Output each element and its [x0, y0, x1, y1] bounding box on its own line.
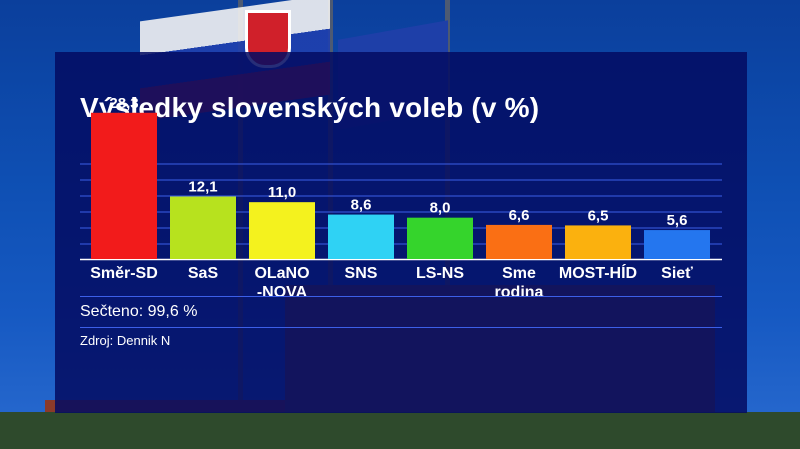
separator-line [80, 296, 722, 297]
bar [328, 214, 394, 259]
bar-value-label: 8,6 [351, 197, 372, 214]
category-label: Směr-SD [90, 265, 158, 282]
bar [249, 202, 315, 259]
bar [644, 230, 710, 259]
category-label: SaS [188, 265, 219, 282]
category-label: Sieť [661, 265, 693, 282]
bar-value-label: 6,6 [509, 207, 530, 224]
source-label: Zdroj: Dennik N [80, 333, 171, 348]
bar-value-label: 28,3 [109, 95, 138, 112]
bar-value-label: 8,0 [430, 200, 451, 217]
bar [407, 217, 473, 259]
bar-value-label: 5,6 [667, 212, 688, 229]
bar-value-label: 12,1 [188, 178, 217, 195]
tree-line [0, 412, 800, 449]
category-label: SNS [345, 265, 378, 282]
bar [91, 112, 157, 260]
bar-value-label: 11,0 [268, 184, 296, 201]
bar-value-label: 6,5 [588, 207, 609, 224]
bar [565, 225, 631, 259]
separator-line [80, 327, 722, 328]
bar [170, 196, 236, 259]
bar [486, 224, 552, 259]
category-label: LS-NS [416, 265, 464, 282]
category-label: MOST-HÍD [559, 263, 637, 282]
counted-votes-label: Sečteno: 99,6 % [80, 303, 198, 320]
